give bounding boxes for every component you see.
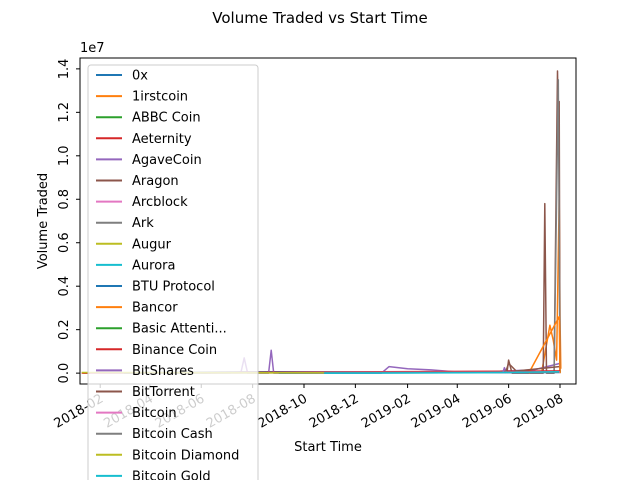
legend-label-8: Augur xyxy=(132,237,172,252)
y-tick-label-6: 1.2 xyxy=(57,102,72,123)
legend-label-19: Bitcoin Gold xyxy=(132,469,211,480)
x-tick-label-9: 2019-08 xyxy=(511,391,566,431)
legend-label-0: 0x xyxy=(132,69,148,84)
y-tick-label-1: 0.2 xyxy=(57,319,72,340)
chart-title: Volume Traded vs Start Time xyxy=(212,9,428,27)
legend-label-4: AgaveCoin xyxy=(132,153,202,168)
legend-label-12: Basic Attenti... xyxy=(132,322,227,337)
y-axis-multiplier: 1e7 xyxy=(80,41,105,56)
legend-label-16: Bitcoin xyxy=(132,406,177,421)
legend-label-6: Arcblock xyxy=(132,195,188,210)
x-tick-label-8: 2019-06 xyxy=(460,391,515,431)
x-tick-label-5: 2018-12 xyxy=(307,391,362,431)
legend-label-10: BTU Protocol xyxy=(132,280,215,295)
y-tick-label-3: 0.6 xyxy=(57,232,72,253)
y-tick-label-7: 1.4 xyxy=(57,59,72,80)
legend-label-7: Ark xyxy=(132,216,154,231)
y-tick-label-4: 0.8 xyxy=(57,189,72,210)
x-axis-title: Start Time xyxy=(294,440,362,455)
legend-label-1: 1irstcoin xyxy=(132,90,188,105)
legend-box xyxy=(87,64,259,480)
legend-label-3: Aeternity xyxy=(132,132,192,147)
y-tick-label-0: 0.0 xyxy=(57,363,72,384)
y-tick-label-5: 1.0 xyxy=(57,145,72,166)
legend-label-18: Bitcoin Diamond xyxy=(132,448,239,463)
x-tick-label-7: 2019-04 xyxy=(409,391,464,431)
legend-label-5: Aragon xyxy=(132,174,179,189)
legend-label-2: ABBC Coin xyxy=(132,111,201,126)
x-tick-label-6: 2019-02 xyxy=(359,391,414,431)
legend-label-13: Binance Coin xyxy=(132,343,217,358)
legend-label-9: Aurora xyxy=(132,258,175,273)
legend: 0x 1irstcoin ABBC Coin Aeternity AgaveCoin Ar… xyxy=(87,64,259,480)
series-line-19 xyxy=(324,371,560,374)
x-tick-label-4: 2018-10 xyxy=(255,391,310,431)
y-tick-label-2: 0.4 xyxy=(57,276,72,297)
series-line-7 xyxy=(553,78,561,374)
series-line-11 xyxy=(528,315,561,374)
legend-label-17: Bitcoin Cash xyxy=(132,427,213,442)
series-line-15 xyxy=(504,362,560,374)
axes-frame xyxy=(79,57,577,385)
legend-label-11: Bancor xyxy=(132,301,178,316)
legend-label-15: BitTorrent xyxy=(132,385,195,400)
y-axis-title: Volume Traded xyxy=(36,173,51,269)
legend-label-14: BitShares xyxy=(132,364,194,379)
